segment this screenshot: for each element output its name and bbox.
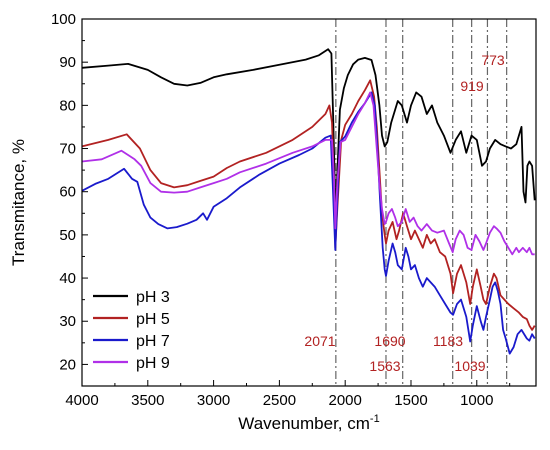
plot-frame — [81, 18, 537, 387]
x-tick-label: 3000 — [197, 392, 230, 409]
x-tick-label: 4000 — [65, 392, 98, 409]
x-axis-title-text: Wavenumber, cm — [238, 414, 370, 433]
annotation-label: 1183 — [433, 333, 463, 349]
legend-label: pH 9 — [136, 355, 170, 372]
annotation-label: 1563 — [369, 358, 400, 374]
y-tick-label: 30 — [59, 313, 76, 330]
annotation-label: 1690 — [374, 333, 405, 349]
legend-label: pH 3 — [136, 289, 170, 306]
y-tick-label: 70 — [59, 141, 76, 158]
legend: pH 3 pH 5 pH 7 pH 9 — [93, 289, 170, 372]
x-tick-label: 3500 — [131, 392, 164, 409]
y-tick-label: 20 — [59, 356, 76, 373]
annotation-label: 1039 — [454, 358, 485, 374]
annotation-labels: 2071 1690 1563 1183 1039 919 773 — [304, 52, 504, 374]
y-tick-label: 80 — [59, 97, 76, 114]
series-line — [81, 91, 536, 355]
x-tick-label: 2500 — [263, 392, 296, 409]
x-tick-label: 2000 — [329, 392, 362, 409]
x-axis-title-superscript: -1 — [370, 413, 380, 425]
annotation-label: 919 — [460, 78, 484, 94]
x-axis-ticks: 4000 3500 3000 2500 2000 1500 1000 — [65, 380, 511, 409]
y-tick-label: 100 — [51, 11, 76, 28]
y-tick-label: 40 — [59, 270, 76, 287]
series-line — [81, 79, 536, 331]
series-line — [81, 48, 536, 206]
y-tick-label: 60 — [59, 184, 76, 201]
series-layer — [81, 48, 536, 355]
legend-label: pH 7 — [136, 333, 170, 350]
y-tick-label: 50 — [59, 227, 76, 244]
x-axis-title: Wavenumber, cm-1 — [238, 413, 379, 433]
legend-label: pH 5 — [136, 311, 170, 328]
y-axis-title: Transmitance, % — [9, 139, 28, 266]
x-tick-label: 1000 — [460, 392, 493, 409]
y-tick-label: 90 — [59, 54, 76, 71]
y-axis-ticks: 20 30 40 50 60 70 80 90 100 — [51, 11, 88, 387]
x-tick-label: 1500 — [394, 392, 427, 409]
annotation-label: 2071 — [304, 333, 335, 349]
annotation-lines — [335, 19, 508, 386]
series-line — [81, 91, 535, 256]
annotation-label: 773 — [481, 52, 505, 68]
